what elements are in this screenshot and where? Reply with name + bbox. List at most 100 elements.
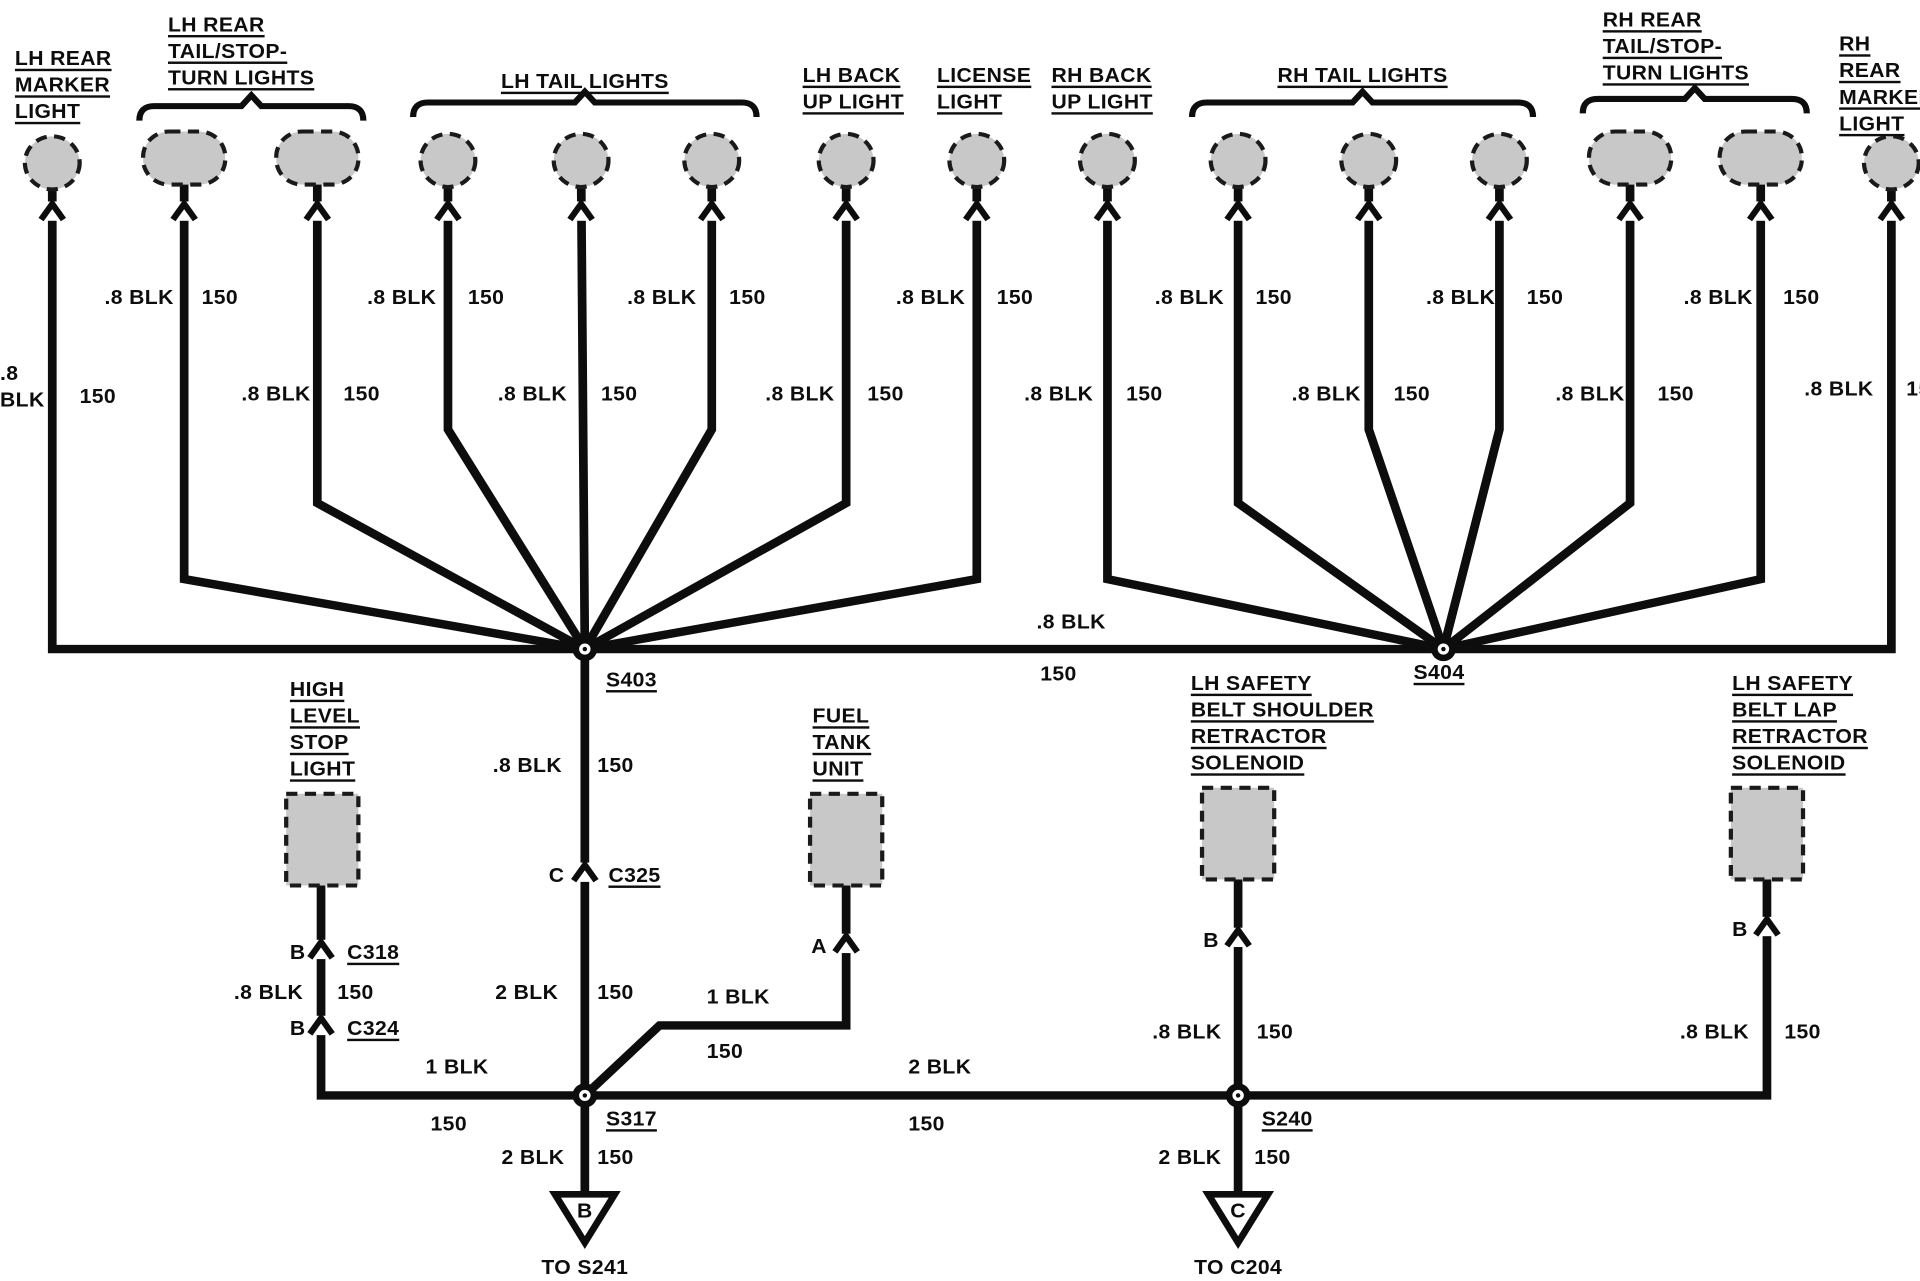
label-to-c204: TO C204 xyxy=(1194,1255,1283,1279)
label-to-s241: TO S241 xyxy=(541,1255,629,1279)
socket-connector-icon xyxy=(1615,201,1645,220)
bulb-rh-tail-2 xyxy=(1341,134,1396,187)
socket-connector-icon xyxy=(1876,201,1906,220)
wire-lh-backup xyxy=(582,168,851,653)
wire-circuit-label: 150 xyxy=(706,1039,744,1063)
brace-rh-rear-tst xyxy=(1579,83,1810,114)
brace-rh-tail xyxy=(1188,87,1537,118)
bulb-lh-tst-2 xyxy=(276,131,358,184)
wire-circuit-label: 150 xyxy=(867,382,904,406)
socket-connector-icon xyxy=(1746,201,1776,220)
bulb-lh-tst-1 xyxy=(143,131,225,184)
socket-connector-icon xyxy=(1484,201,1514,220)
wire-lh-rear-marker xyxy=(47,168,585,654)
socket-connector-icon xyxy=(1354,201,1384,220)
bulb-lh-backup xyxy=(819,134,874,187)
wire-circuit-label: 150 xyxy=(1255,285,1292,309)
wire-circuit-label: 150 xyxy=(343,382,380,406)
pin-c318: B xyxy=(289,940,306,964)
wire-gauge-label: .8 BLK xyxy=(765,382,835,406)
wire-circuit-label: 150 xyxy=(597,1146,634,1170)
ground-letter-c: C xyxy=(1230,1199,1246,1223)
wire-circuit-label: 150 xyxy=(597,754,634,777)
label-rh-rear-tail-stop-turn-lights: RH REAR TAIL/STOP- TURN LIGHTS xyxy=(1602,8,1750,85)
label-lh-tail-lights: LH TAIL LIGHTS xyxy=(500,69,669,93)
wire-circuit-label: 150 xyxy=(337,980,374,1004)
wire-circuit-label: 150 xyxy=(1256,1020,1294,1044)
wire-circuit-label: 150 xyxy=(1526,285,1564,309)
wire-gauge-label: .8 BLK xyxy=(241,382,311,406)
wire-gauge-label: .8 BLK xyxy=(1426,285,1496,309)
wire-lh-tst-2 xyxy=(312,168,587,653)
wire-gauge-label: .8 BLK xyxy=(895,285,966,309)
wire-circuit-label: 150 xyxy=(1393,382,1431,406)
wire-circuit-label: 150 xyxy=(1040,662,1077,686)
wire-circuit-label: 150 xyxy=(996,285,1034,309)
connector-shoulder-b-icon xyxy=(1223,928,1253,947)
wire-circuit-label: 150 xyxy=(467,285,505,309)
bulb-rh-tail-3 xyxy=(1472,134,1527,187)
socket-connector-icon xyxy=(566,201,596,220)
wire-gauge-label: .8 BLK xyxy=(1036,610,1106,634)
label-high-level-stop-light: HIGH LEVEL STOP LIGHT xyxy=(289,678,360,781)
splice-s240 xyxy=(1225,1083,1251,1108)
bulb-rh-backup xyxy=(1080,134,1135,187)
bulb-license xyxy=(949,134,1004,187)
wire-gauge-label: .8 BLK xyxy=(104,285,174,309)
label-rh-rear-marker-light: RH REAR MARKER LIGHT xyxy=(1839,32,1920,136)
pin-c324: B xyxy=(289,1017,306,1040)
wire-lh-tst-1 xyxy=(179,168,586,654)
wire-gauge-label: .8 BLK xyxy=(233,980,304,1004)
wire-gauge-label: .8 BLK xyxy=(627,285,697,309)
splice-s403 xyxy=(572,636,598,662)
wire-rh-tail-3 xyxy=(1439,168,1504,651)
bulb-rh-rear-marker xyxy=(1864,136,1919,189)
brace-lh-tail xyxy=(410,87,760,118)
wire-rh-rear-marker xyxy=(1443,168,1896,654)
pin-shoulder-b: B xyxy=(1203,928,1219,952)
wire-lap-s240 xyxy=(1238,874,1772,1100)
label-lh-rear-marker-light: LH REAR MARKER LIGHT xyxy=(14,47,112,124)
bulb-lh-rear-marker xyxy=(25,136,80,189)
wire-gauge-label: .8 BLK xyxy=(1679,1020,1750,1044)
label-lh-safety-belt-shoulder-retractor-solenoid: LH SAFETY BELT SHOULDER RETRACTOR SOLENO… xyxy=(1190,671,1374,775)
lh-belt-shoulder-solenoid-box xyxy=(1199,785,1277,882)
wire-gauge-label: .8 BLK xyxy=(1683,285,1753,309)
pin-fuel-tank-a: A xyxy=(811,934,827,958)
label-connector-c324: C324 xyxy=(347,1017,400,1040)
splice-s404 xyxy=(1430,636,1456,662)
wire-gauge-label: .8 BLK xyxy=(367,285,437,309)
pin-c325: C xyxy=(548,863,565,887)
label-splice-s403: S403 xyxy=(605,668,657,692)
socket-connector-icon xyxy=(169,201,199,220)
label-splice-s317: S317 xyxy=(605,1107,657,1131)
label-fuel-tank-unit: FUEL TANK UNIT xyxy=(812,704,872,781)
label-lh-rear-tail-stop-turn-lights: LH REAR TAIL/STOP- TURN LIGHTS xyxy=(167,13,315,90)
wire-gauge-label: 2 BLK xyxy=(501,1146,565,1170)
connector-fuel-a-icon xyxy=(831,934,861,953)
wire-gauge-label: .8 BLK xyxy=(1152,1020,1222,1044)
label-connector-c325: C325 xyxy=(608,863,661,887)
bulb-lh-tail-1 xyxy=(421,134,476,187)
wire-gauge-label: .8 BLK xyxy=(1291,382,1361,406)
wire-license xyxy=(584,168,982,654)
splice-s317 xyxy=(572,1083,598,1108)
wire-circuit-label: 150 xyxy=(1657,382,1694,406)
wire-circuit-label: 150 xyxy=(1783,285,1820,309)
wire-circuit-label: 150 xyxy=(1126,382,1163,406)
wire-circuit-label: 150 xyxy=(597,980,634,1004)
label-connector-c318: C318 xyxy=(347,940,400,964)
wire-rh-tst-1 xyxy=(1440,168,1635,653)
connector-c325-icon xyxy=(570,863,600,882)
brace-lh-rear-tst xyxy=(136,90,367,121)
label-splice-s240: S240 xyxy=(1261,1107,1313,1131)
label-splice-s404: S404 xyxy=(1413,661,1465,685)
wire-circuit-label: 150 xyxy=(201,285,238,309)
lh-belt-lap-solenoid-box xyxy=(1728,785,1806,882)
wire-circuit-label: 150 xyxy=(729,285,766,309)
socket-connector-icon xyxy=(1223,201,1253,220)
bulb-rh-tst-1 xyxy=(1589,131,1671,184)
connector-lap-b-icon xyxy=(1752,917,1782,936)
socket-connector-icon xyxy=(433,201,463,220)
